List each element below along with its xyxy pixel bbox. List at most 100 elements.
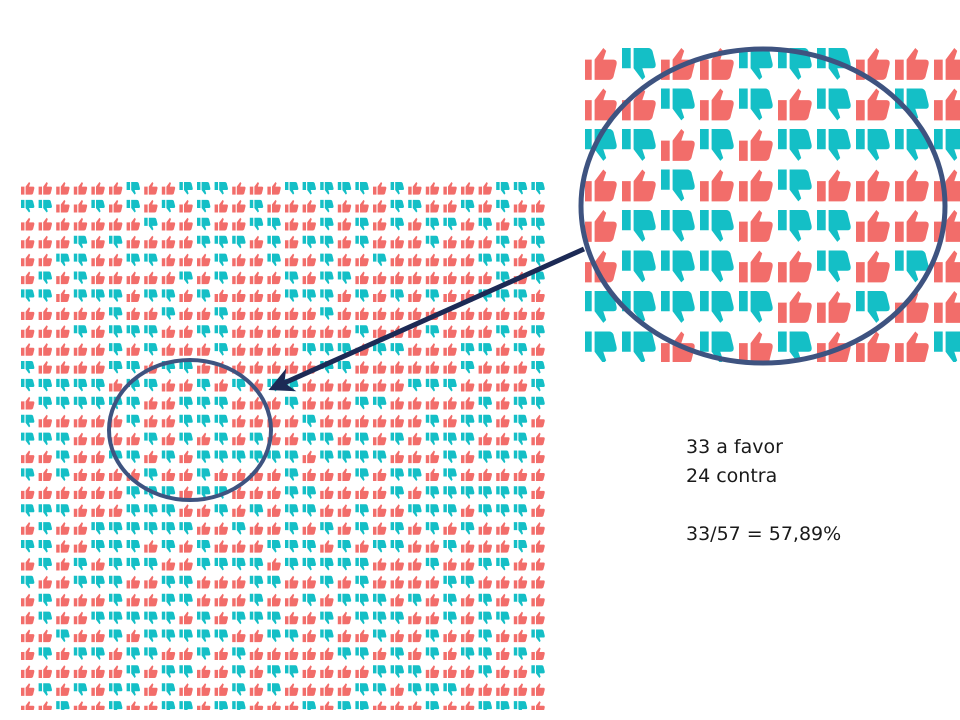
thumbs-up-icon: [425, 182, 440, 195]
thumbs-up-icon: [355, 414, 369, 428]
thumbs-down-icon: [144, 522, 158, 535]
thumbs-up-icon: [249, 486, 264, 499]
thumbs-down-icon: [337, 361, 352, 374]
thumbs-up-icon: [197, 343, 211, 356]
thumbs-up-icon: [408, 611, 422, 625]
thumbs-down-icon: [496, 325, 510, 338]
thumbs-down-icon: [285, 557, 299, 571]
thumbs-down-icon: [109, 307, 123, 320]
thumbs-up-icon: [91, 504, 105, 517]
thumbs-down-icon: [144, 289, 158, 303]
thumbs-down-icon: [126, 504, 140, 517]
thumbs-up-icon: [390, 253, 404, 267]
thumbs-down-icon: [179, 432, 193, 446]
thumbs-down-icon: [513, 450, 528, 464]
thumbs-up-icon: [38, 217, 52, 231]
thumbs-up-icon: [302, 468, 316, 482]
thumbs-down-icon: [302, 182, 316, 195]
thumbs-down-icon: [38, 540, 52, 553]
thumbs-down-icon: [425, 701, 440, 710]
thumbs-down-icon: [249, 593, 264, 607]
thumbs-up-icon: [144, 450, 158, 464]
thumbs-up-icon: [337, 468, 352, 482]
thumbs-up-icon: [320, 325, 334, 338]
thumbs-up-icon: [161, 271, 176, 285]
thumbs-down-icon: [161, 486, 176, 499]
thumbs-up-icon: [531, 468, 545, 482]
thumbs-down-icon: [179, 271, 193, 285]
thumbs-up-icon: [425, 343, 440, 356]
thumbs-up-icon: [109, 271, 123, 285]
thumbs-up-icon: [478, 199, 492, 213]
thumbs-down-icon: [478, 414, 492, 428]
thumbs-down-icon: [622, 331, 656, 362]
thumbs-up-icon: [531, 593, 545, 607]
thumbs-up-icon: [478, 468, 492, 482]
thumbs-up-icon: [144, 396, 158, 410]
thumbs-down-icon: [443, 468, 457, 482]
thumbs-down-icon: [478, 450, 492, 464]
thumbs-down-icon: [56, 701, 70, 710]
thumbs-up-icon: [337, 325, 352, 338]
thumbs-down-icon: [531, 253, 545, 267]
thumbs-up-icon: [496, 665, 510, 678]
thumbs-up-icon: [249, 665, 264, 678]
thumbs-up-icon: [373, 289, 387, 303]
thumbs-up-icon: [408, 414, 422, 428]
thumbs-up-icon: [144, 182, 158, 195]
thumbs-up-icon: [56, 235, 70, 249]
thumbs-up-icon: [443, 629, 457, 643]
thumbs-up-icon: [478, 307, 492, 320]
thumbs-up-icon: [267, 522, 281, 535]
thumbs-up-icon: [739, 129, 773, 161]
thumbs-down-icon: [285, 468, 299, 482]
thumbs-up-icon: [109, 199, 123, 213]
thumbs-down-icon: [585, 129, 617, 161]
thumbs-up-icon: [817, 291, 851, 323]
thumbs-up-icon: [443, 522, 457, 535]
thumbs-up-icon: [302, 522, 316, 535]
thumbs-down-icon: [232, 450, 246, 464]
thumbs-down-icon: [895, 250, 929, 283]
thumbs-down-icon: [496, 450, 510, 464]
thumbs-down-icon: [179, 593, 193, 607]
thumbs-up-icon: [585, 48, 617, 80]
thumbs-down-icon: [285, 665, 299, 678]
thumbs-down-icon: [109, 557, 123, 571]
thumbs-down-icon: [531, 235, 545, 249]
thumbs-down-icon: [390, 522, 404, 535]
thumbs-down-icon: [197, 414, 211, 428]
thumbs-up-icon: [496, 647, 510, 661]
thumbs-down-icon: [197, 199, 211, 213]
thumbs-up-icon: [513, 665, 528, 678]
thumbs-down-icon: [739, 291, 773, 323]
thumbs-up-icon: [56, 271, 70, 285]
thumbs-up-icon: [739, 210, 773, 242]
thumbs-down-icon: [513, 289, 528, 303]
thumbs-up-icon: [144, 307, 158, 320]
thumbs-up-icon: [109, 486, 123, 499]
thumbs-up-icon: [285, 701, 299, 710]
thumbs-down-icon: [21, 361, 35, 374]
thumbs-up-icon: [337, 253, 352, 267]
thumbs-up-icon: [302, 199, 316, 213]
thumbs-up-icon: [285, 361, 299, 374]
thumbs-down-icon: [179, 701, 193, 710]
thumbs-up-icon: [856, 169, 890, 202]
thumbs-down-icon: [320, 199, 334, 213]
thumbs-up-icon: [214, 199, 228, 213]
thumbs-up-icon: [408, 343, 422, 356]
thumbs-up-icon: [179, 611, 193, 625]
thumbs-down-icon: [425, 557, 440, 571]
thumbs-down-icon: [249, 217, 264, 231]
thumbs-up-icon: [513, 325, 528, 338]
thumbs-up-icon: [390, 629, 404, 643]
thumbs-down-icon: [355, 396, 369, 410]
thumbs-up-icon: [408, 253, 422, 267]
thumbs-down-icon: [443, 575, 457, 589]
thumbs-up-icon: [408, 307, 422, 320]
thumbs-up-icon: [249, 414, 264, 428]
thumbs-up-icon: [320, 396, 334, 410]
thumbs-up-icon: [443, 235, 457, 249]
thumbs-up-icon: [73, 199, 88, 213]
